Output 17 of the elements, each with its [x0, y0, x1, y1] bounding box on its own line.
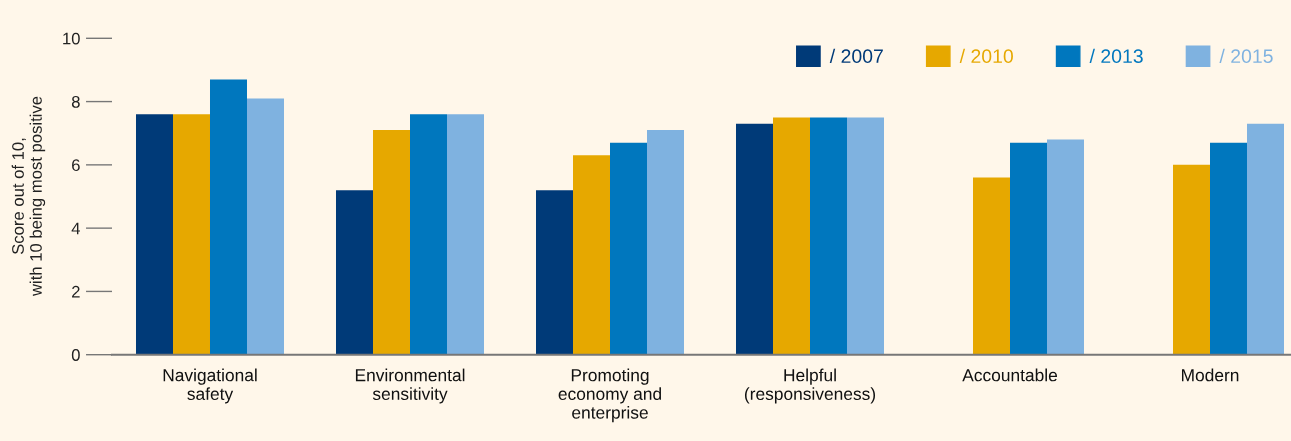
x-tick-label: Environmental sensitivity — [355, 368, 465, 404]
legend-label: / 2013 — [1089, 48, 1143, 64]
y-tick-label: 8 — [71, 95, 80, 108]
y-axis-title: Score out of 10, with 10 being most positive — [11, 96, 46, 297]
legend-label: / 2010 — [959, 48, 1013, 64]
x-tick-label: Navigational safety — [163, 368, 257, 404]
x-tick-label: Promoting economy and enterprise — [558, 368, 661, 423]
x-tick-label: Modern — [1181, 368, 1239, 382]
y-tick-label: 2 — [72, 285, 80, 298]
x-tick-label: Helpful (responsiveness) — [744, 368, 876, 404]
legend-label: / 2015 — [1219, 48, 1273, 64]
y-tick-label: 0 — [71, 349, 80, 361]
x-tick-label: Accountable — [962, 368, 1058, 382]
legend-label: / 2007 — [829, 48, 883, 64]
y-tick-label: 10 — [63, 32, 80, 45]
y-tick-label: 4 — [71, 222, 80, 235]
y-tick-label: 6 — [72, 159, 80, 172]
